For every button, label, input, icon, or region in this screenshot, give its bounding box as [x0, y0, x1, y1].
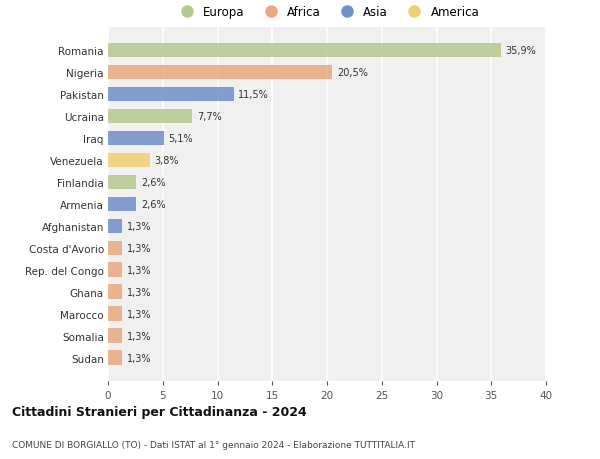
Bar [108, 219, 122, 233]
Bar [108, 241, 122, 255]
Text: 2,6%: 2,6% [141, 199, 166, 209]
Bar [108, 307, 122, 321]
Bar [108, 285, 122, 299]
Text: 1,3%: 1,3% [127, 221, 151, 231]
Text: Cittadini Stranieri per Cittadinanza - 2024: Cittadini Stranieri per Cittadinanza - 2… [12, 405, 307, 419]
Bar [108, 197, 136, 212]
Text: 2,6%: 2,6% [141, 177, 166, 187]
Bar [108, 175, 136, 190]
Text: 3,8%: 3,8% [154, 156, 178, 165]
Text: 1,3%: 1,3% [127, 353, 151, 363]
Text: 11,5%: 11,5% [238, 90, 269, 100]
Bar [108, 329, 122, 343]
Text: 35,9%: 35,9% [505, 46, 536, 56]
Legend: Europa, Africa, Asia, America: Europa, Africa, Asia, America [172, 3, 482, 21]
Text: 1,3%: 1,3% [127, 309, 151, 319]
Bar [108, 109, 193, 123]
Text: 1,3%: 1,3% [127, 331, 151, 341]
Text: 7,7%: 7,7% [197, 112, 221, 122]
Bar [108, 263, 122, 277]
Bar [108, 131, 164, 146]
Bar [108, 88, 234, 102]
Bar [108, 66, 332, 80]
Text: 1,3%: 1,3% [127, 265, 151, 275]
Bar [108, 153, 149, 168]
Bar [108, 351, 122, 365]
Text: 5,1%: 5,1% [168, 134, 193, 144]
Text: COMUNE DI BORGIALLO (TO) - Dati ISTAT al 1° gennaio 2024 - Elaborazione TUTTITAL: COMUNE DI BORGIALLO (TO) - Dati ISTAT al… [12, 441, 415, 449]
Bar [108, 44, 501, 58]
Text: 1,3%: 1,3% [127, 287, 151, 297]
Text: 1,3%: 1,3% [127, 243, 151, 253]
Text: 20,5%: 20,5% [337, 67, 368, 78]
